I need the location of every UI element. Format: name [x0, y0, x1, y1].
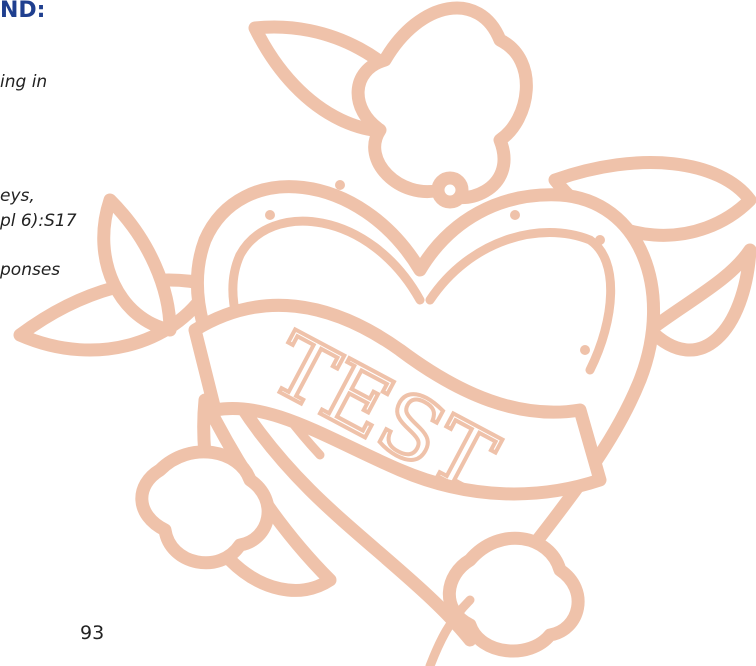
dot — [580, 345, 590, 355]
dot — [335, 180, 345, 190]
page: {"text": {"heading": "ND:", "lines": ["i… — [0, 0, 756, 666]
tattoo-illustration: TEST — [0, 0, 756, 666]
flower — [142, 452, 268, 563]
dot — [595, 235, 605, 245]
flower — [358, 8, 526, 198]
flower — [449, 538, 578, 651]
flower-center — [438, 178, 462, 202]
dot — [510, 210, 520, 220]
leaf — [650, 250, 750, 350]
dot — [265, 210, 275, 220]
